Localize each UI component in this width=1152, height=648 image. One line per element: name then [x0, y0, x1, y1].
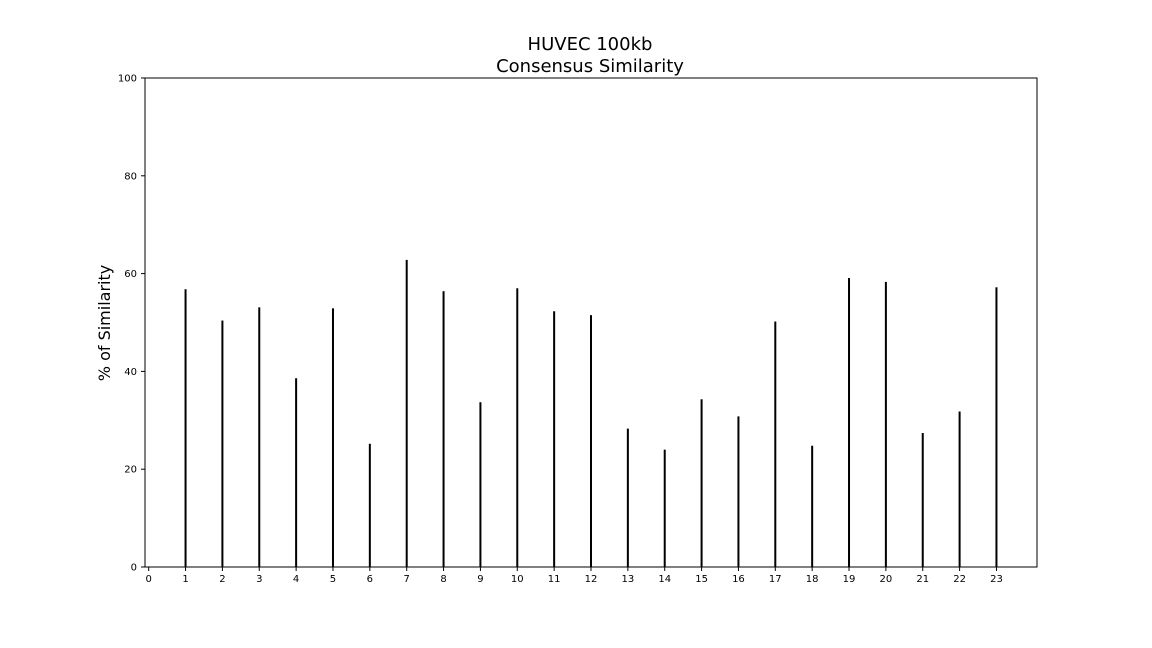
- bar-14: [663, 449, 666, 567]
- x-tick-label: 3: [256, 574, 262, 585]
- x-tick-label: 13: [621, 574, 634, 585]
- x-tick-label: 16: [732, 574, 745, 585]
- y-axis: 0 20 40 60 80 100: [118, 74, 145, 574]
- bar-23: [995, 287, 998, 567]
- bar-8: [442, 291, 445, 567]
- x-tick-label: 10: [511, 574, 524, 585]
- x-tick-label: 14: [658, 574, 671, 585]
- y-tick-label: 20: [124, 465, 137, 476]
- x-tick-label: 20: [880, 574, 893, 585]
- x-tick-label: 18: [806, 574, 819, 585]
- x-tick-label: 5: [330, 574, 336, 585]
- x-tick-label: 8: [440, 574, 446, 585]
- x-tick-label: 23: [990, 574, 1003, 585]
- x-tick-label: 17: [769, 574, 782, 585]
- bar-16: [737, 416, 740, 567]
- bar-6: [368, 443, 371, 567]
- x-tick-label: 12: [585, 574, 598, 585]
- x-tick-label: 0: [145, 574, 151, 585]
- bar-19: [848, 278, 851, 567]
- bar-3: [258, 307, 261, 567]
- bar-17: [774, 321, 777, 567]
- x-tick-label: 11: [548, 574, 561, 585]
- x-axis: 0 1 2 3 4 5 6 7 8 9 10 11 12 13 14 15 16 17 18 19 20 21 22 23: [145, 567, 1003, 585]
- bar-4: [295, 378, 298, 567]
- x-tick-label: 6: [367, 574, 373, 585]
- bar-1: [184, 289, 187, 567]
- bar-13: [626, 428, 629, 567]
- x-tick-label: 22: [953, 574, 966, 585]
- bar-7: [405, 259, 408, 567]
- chart-title: HUVEC 100kb: [528, 34, 653, 55]
- bar-12: [590, 315, 592, 567]
- x-tick-label: 19: [843, 574, 856, 585]
- bar-2: [221, 320, 224, 567]
- x-tick-label: 1: [182, 574, 188, 585]
- bar-18: [811, 445, 814, 567]
- bar-22: [958, 411, 961, 567]
- x-tick-label: 7: [404, 574, 410, 585]
- bar-10: [516, 288, 519, 567]
- bar-15: [700, 399, 703, 567]
- y-tick-label: 40: [124, 367, 137, 378]
- bars: [184, 259, 998, 567]
- y-tick-label: 80: [124, 171, 137, 182]
- x-tick-label: 2: [219, 574, 225, 585]
- x-tick-label: 4: [293, 574, 299, 585]
- x-tick-label: 15: [695, 574, 708, 585]
- bar-11: [553, 311, 556, 567]
- bar-20: [884, 281, 887, 567]
- bar-21: [921, 433, 924, 567]
- y-tick-label: 0: [131, 563, 137, 574]
- y-axis-label: % of Similarity: [95, 265, 114, 381]
- x-tick-label: 21: [916, 574, 929, 585]
- x-tick-label: 9: [477, 574, 483, 585]
- y-tick-label: 100: [118, 74, 137, 85]
- y-tick-label: 60: [124, 269, 137, 280]
- bar-9: [479, 402, 482, 567]
- bar-5: [331, 308, 334, 567]
- chart-subtitle: Consensus Similarity: [496, 56, 684, 77]
